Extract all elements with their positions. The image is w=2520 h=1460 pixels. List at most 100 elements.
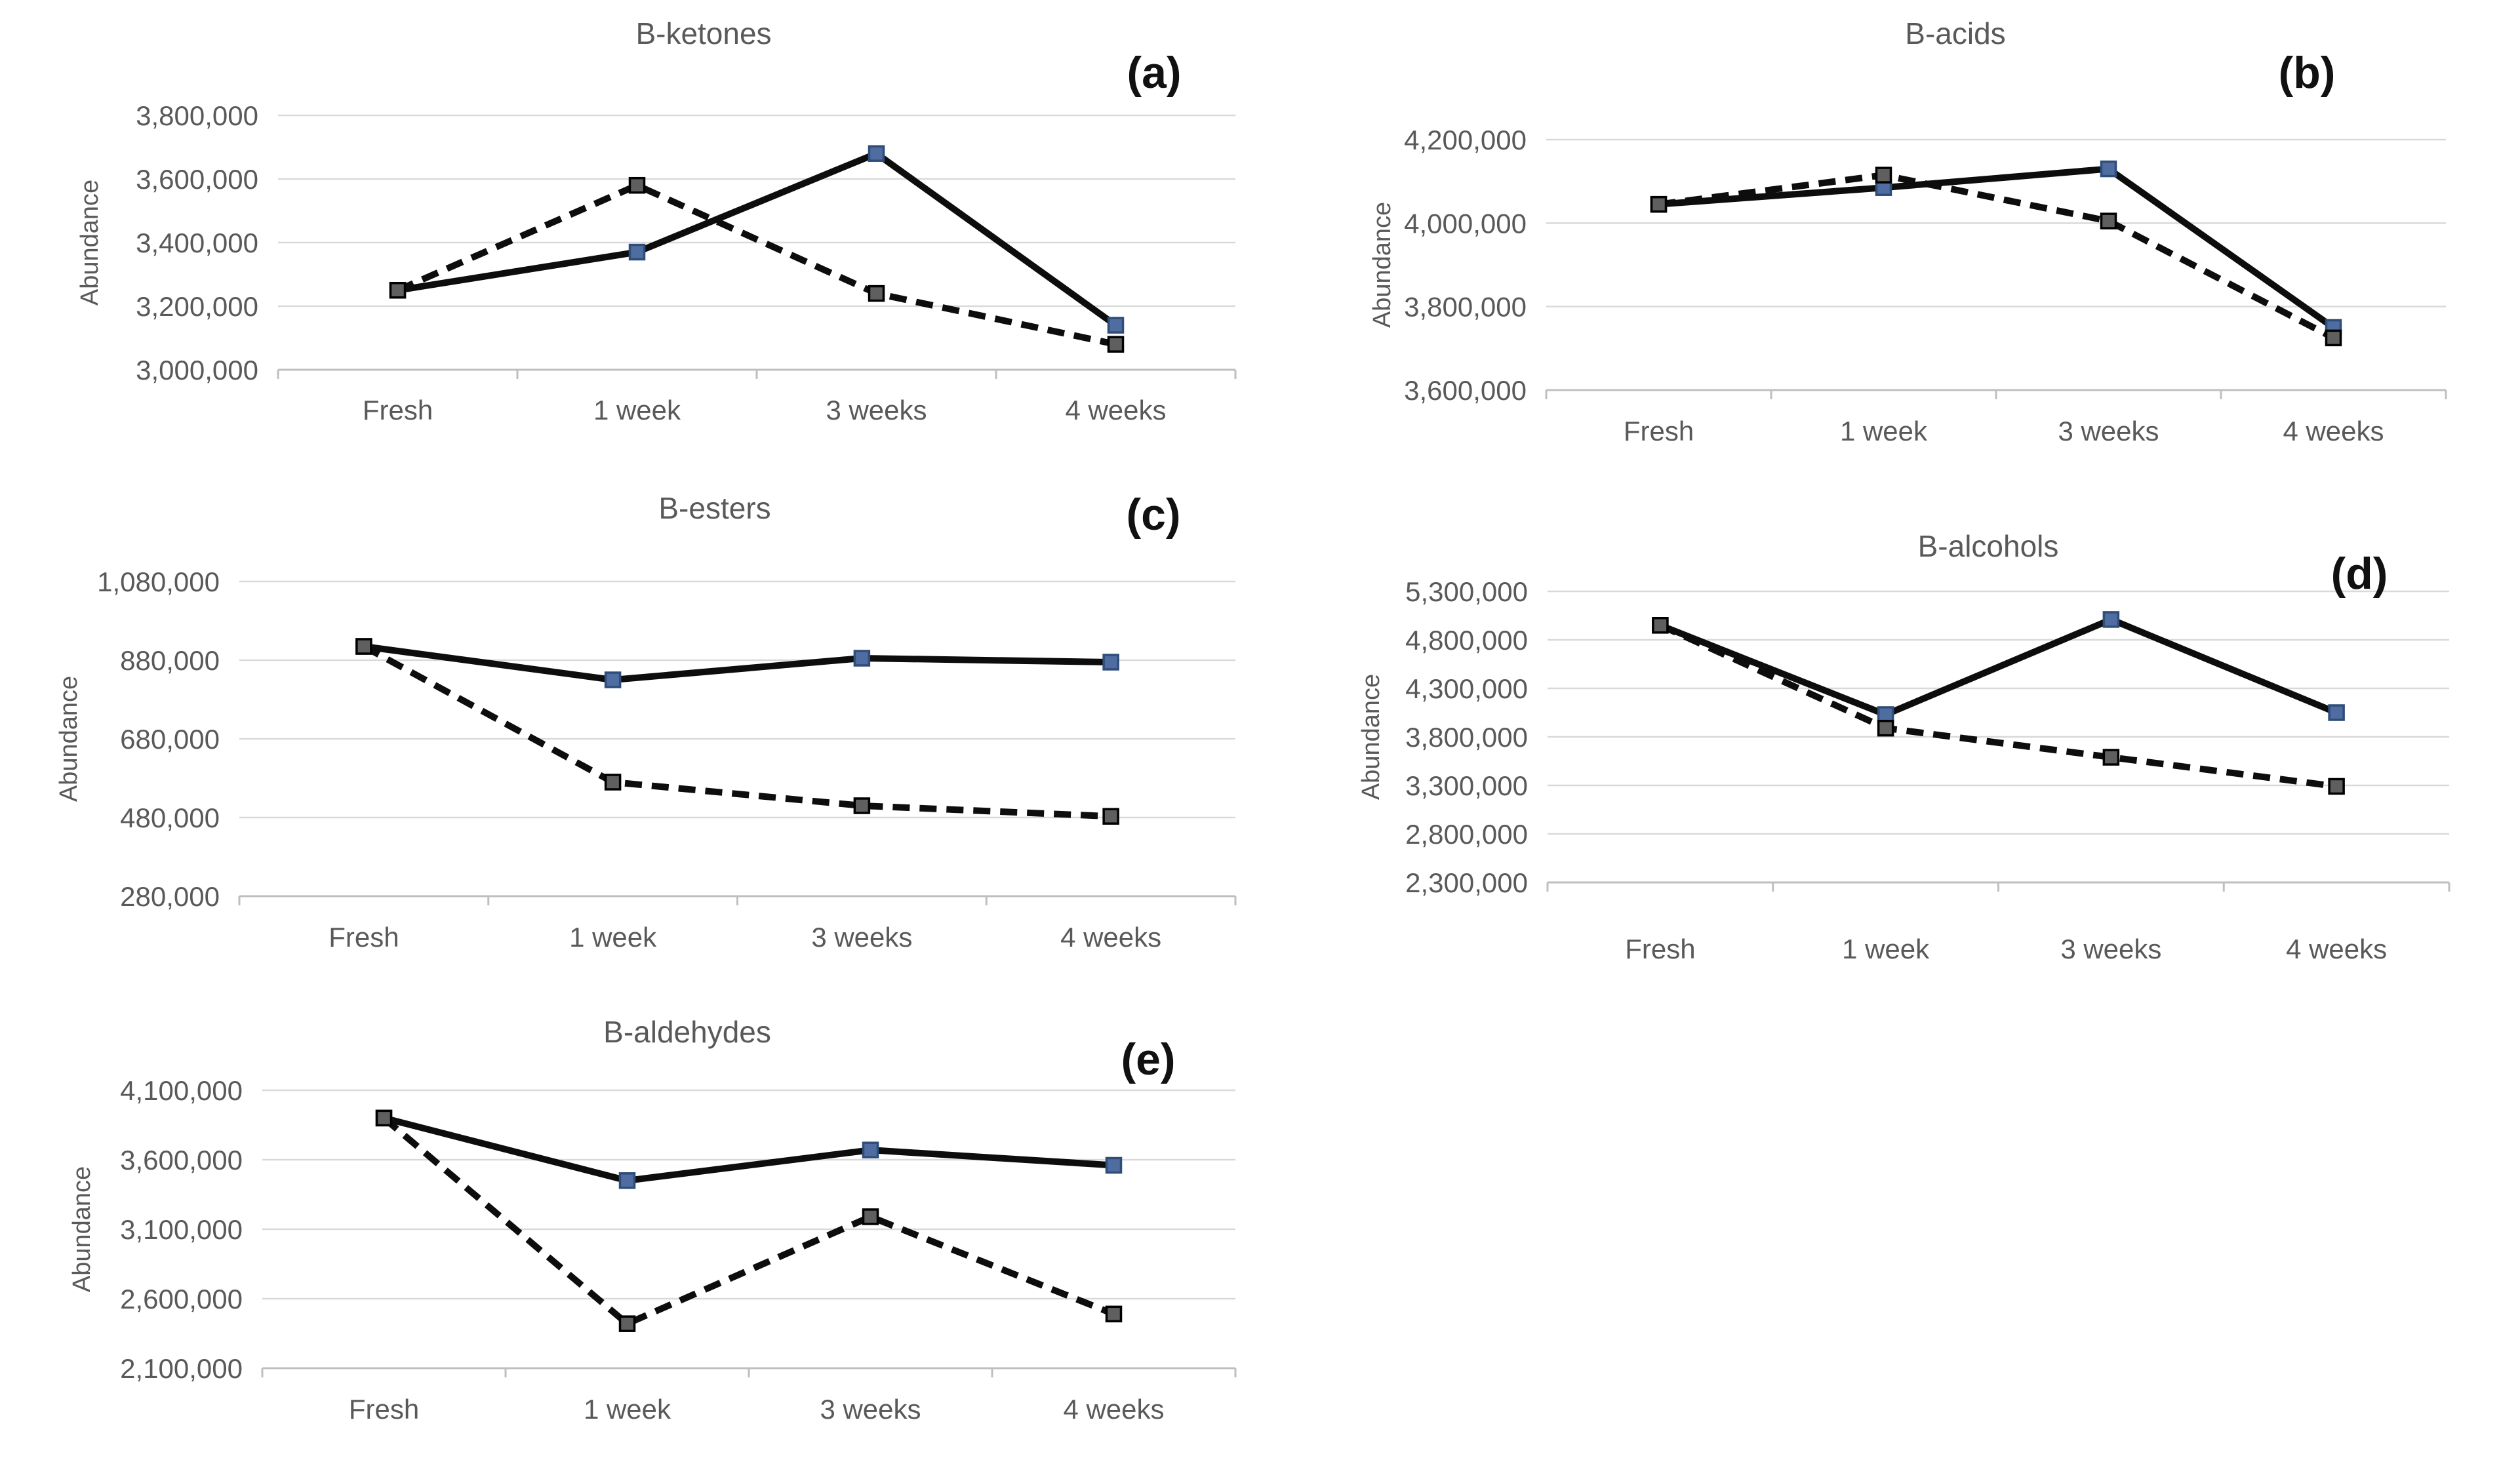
data-point-marker	[2102, 611, 2120, 628]
x-tick-label: 1 week	[1840, 416, 1928, 446]
y-tick-label: 480,000	[120, 802, 220, 833]
data-point-marker	[2328, 778, 2345, 795]
data-point-marker	[868, 145, 885, 162]
data-point-marker	[618, 1172, 636, 1189]
dashed-line-series	[1658, 622, 2337, 790]
chart-a-panel-label: (a)	[1127, 48, 1182, 98]
y-tick-label: 4,300,000	[1405, 673, 1528, 704]
data-point-marker	[604, 671, 622, 688]
data-point-marker	[628, 243, 646, 261]
y-tick-label: 4,200,000	[1404, 125, 1527, 155]
data-point-marker	[1107, 317, 1125, 334]
chart-a-title: B-ketones	[635, 16, 772, 50]
data-point-marker	[2328, 704, 2345, 721]
chart-c-panel-label: (c)	[1126, 490, 1181, 540]
data-point-marker	[355, 638, 372, 655]
chart-b-panel-label: (b)	[2278, 48, 2336, 98]
x-tick-label: Fresh	[1624, 416, 1694, 446]
solid-line-series	[383, 1115, 1114, 1184]
chart-d-title: B-alcohols	[1917, 529, 2059, 563]
y-tick-label: 2,600,000	[120, 1284, 243, 1314]
solid-line-series	[1658, 165, 2336, 330]
y-tick-label: 280,000	[120, 881, 220, 912]
chart-c-title: B-esters	[658, 491, 771, 525]
solid-line-series	[397, 150, 1118, 328]
data-point-marker	[1107, 336, 1125, 353]
solid-line-series	[1659, 616, 2338, 718]
dashed-line-series	[382, 1115, 1115, 1328]
x-tick-label: 1 week	[1842, 934, 1930, 964]
data-point-marker	[1105, 1305, 1123, 1323]
chart-e-panel-label: (e)	[1121, 1035, 1176, 1084]
data-point-marker	[375, 1109, 393, 1127]
x-tick-label: Fresh	[329, 922, 399, 953]
chart-b-title: B-acids	[1905, 16, 2006, 50]
chart-e-y-axis-title: Abundance	[68, 1166, 96, 1293]
y-tick-label: 3,400,000	[136, 227, 258, 258]
data-point-marker	[1652, 617, 1669, 634]
y-tick-label: 3,100,000	[120, 1214, 243, 1245]
data-point-marker	[389, 282, 407, 299]
dashed-line-series	[1658, 172, 2335, 341]
data-point-marker	[1102, 654, 1119, 671]
data-point-marker	[628, 176, 646, 194]
data-point-marker	[2325, 329, 2342, 347]
x-tick-label: 1 week	[593, 395, 681, 425]
y-tick-label: 3,800,000	[1405, 722, 1528, 753]
y-tick-label: 880,000	[120, 645, 220, 676]
dashed-line-series	[396, 182, 1117, 348]
x-tick-label: Fresh	[1625, 934, 1695, 964]
x-tick-label: 3 weeks	[2058, 416, 2159, 446]
chart-d-y-axis-title: Abundance	[1357, 673, 1385, 800]
x-tick-label: 3 weeks	[811, 922, 912, 953]
y-tick-label: 3,600,000	[1404, 375, 1527, 406]
y-tick-label: 4,100,000	[120, 1075, 243, 1106]
x-tick-label: 4 weeks	[2283, 416, 2384, 446]
x-tick-label: 4 weeks	[1065, 395, 1166, 425]
chart-e-title: B-aldehydes	[603, 1015, 771, 1049]
data-point-marker	[2102, 749, 2120, 766]
data-point-marker	[2100, 160, 2117, 178]
x-tick-label: 3 weeks	[820, 1394, 921, 1425]
data-point-marker	[1105, 1156, 1123, 1174]
y-tick-label: 4,000,000	[1404, 208, 1527, 239]
chart-d-panel-label: (d)	[2330, 549, 2388, 599]
y-tick-label: 1,080,000	[97, 566, 220, 597]
data-point-marker	[604, 774, 622, 791]
chart-c-y-axis-title: Abundance	[55, 675, 83, 802]
solid-line-series	[363, 643, 1111, 683]
y-tick-label: 3,800,000	[136, 100, 258, 131]
y-tick-label: 5,300,000	[1405, 576, 1528, 607]
data-point-marker	[853, 650, 871, 667]
data-point-marker	[1102, 808, 1119, 825]
data-point-marker	[618, 1315, 636, 1332]
x-tick-label: 4 weeks	[2286, 934, 2387, 964]
x-tick-label: 1 week	[569, 922, 657, 953]
data-point-marker	[1650, 195, 1668, 213]
x-tick-label: 4 weeks	[1060, 922, 1161, 953]
y-tick-label: 2,800,000	[1405, 819, 1528, 850]
x-tick-label: Fresh	[349, 1394, 419, 1425]
data-point-marker	[1877, 719, 1894, 737]
y-tick-label: 3,300,000	[1405, 770, 1528, 801]
data-point-marker	[868, 285, 885, 302]
y-tick-label: 680,000	[120, 724, 220, 755]
y-tick-label: 3,200,000	[136, 291, 258, 322]
chart-a-y-axis-title: Abundance	[76, 179, 104, 306]
y-tick-label: 2,100,000	[120, 1353, 243, 1384]
data-point-marker	[853, 797, 871, 814]
dashed-line-series	[362, 643, 1111, 820]
x-tick-label: 3 weeks	[826, 395, 927, 425]
data-point-marker	[862, 1208, 879, 1225]
y-tick-label: 3,600,000	[136, 164, 258, 195]
x-tick-label: 3 weeks	[2060, 934, 2161, 964]
x-tick-label: 1 week	[584, 1394, 671, 1425]
chart-b-y-axis-title: Abundance	[1369, 201, 1396, 328]
data-point-marker	[1877, 706, 1894, 723]
y-tick-label: 3,000,000	[136, 355, 258, 385]
y-tick-label: 3,800,000	[1404, 292, 1527, 323]
y-tick-label: 4,800,000	[1405, 625, 1528, 656]
y-tick-label: 2,300,000	[1405, 867, 1528, 898]
x-tick-label: 4 weeks	[1063, 1394, 1164, 1425]
